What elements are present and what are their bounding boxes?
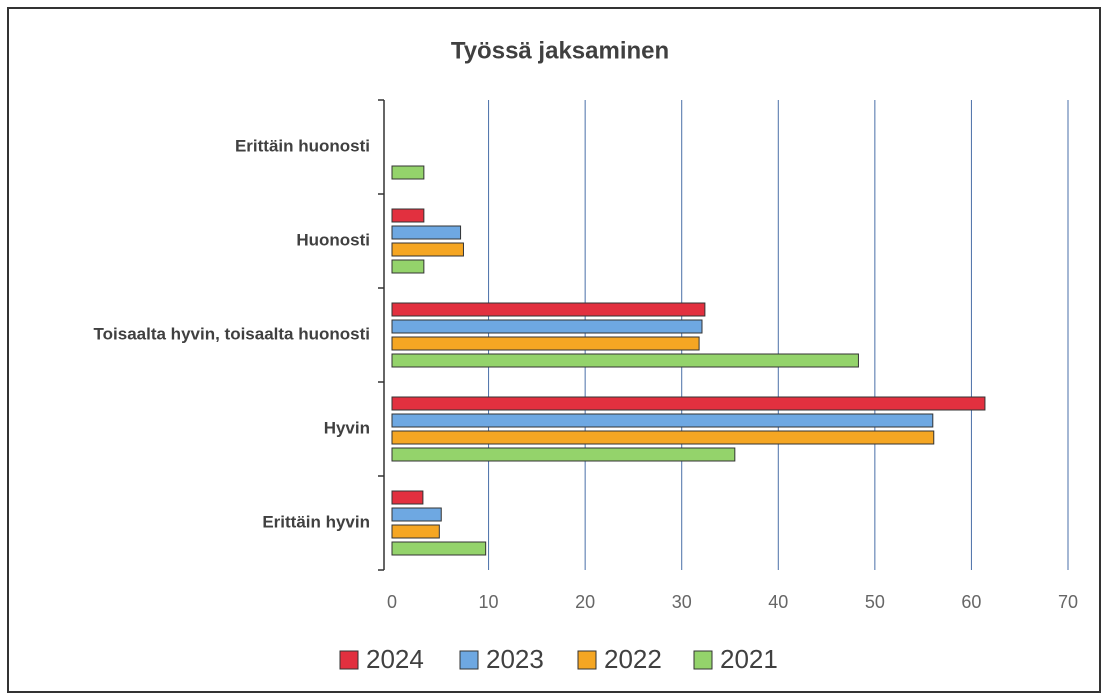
bar [391,396,986,411]
x-tick-label: 20 [575,592,595,612]
bar [391,259,425,274]
legend-swatch [459,650,479,670]
legend-label: 2024 [366,644,424,674]
x-tick-label: 40 [768,592,788,612]
x-tick-label: 30 [672,592,692,612]
bar [391,319,703,334]
bar [391,447,736,462]
bar [391,430,935,445]
bar [391,225,462,240]
bar [391,541,487,556]
x-tick-label: 70 [1058,592,1078,612]
y-tick-label: Huonosti [296,230,370,249]
bar [391,524,440,539]
bar [391,302,706,317]
legend-label: 2021 [720,644,778,674]
bar [391,490,424,505]
x-tick-label: 60 [961,592,981,612]
bar [391,353,859,368]
bar [391,208,425,223]
y-tick-label: Erittäin huonosti [235,136,370,155]
legend-label: 2023 [486,644,544,674]
bar [391,336,700,351]
bar [391,507,442,522]
x-tick-label: 10 [479,592,499,612]
x-tick-label: 50 [865,592,885,612]
x-tick-label: 0 [387,592,397,612]
bar [391,242,464,257]
y-tick-label: Erittäin hyvin [262,512,370,531]
legend-swatch [577,650,597,670]
chart-title: Työssä jaksaminen [451,37,669,64]
legend-swatch [693,650,713,670]
y-tick-label: Hyvin [324,418,370,437]
bar [391,165,425,180]
legend-swatch [339,650,359,670]
y-tick-label: Toisaalta hyvin, toisaalta huonosti [94,324,370,343]
legend-label: 2022 [604,644,662,674]
bar [391,413,934,428]
